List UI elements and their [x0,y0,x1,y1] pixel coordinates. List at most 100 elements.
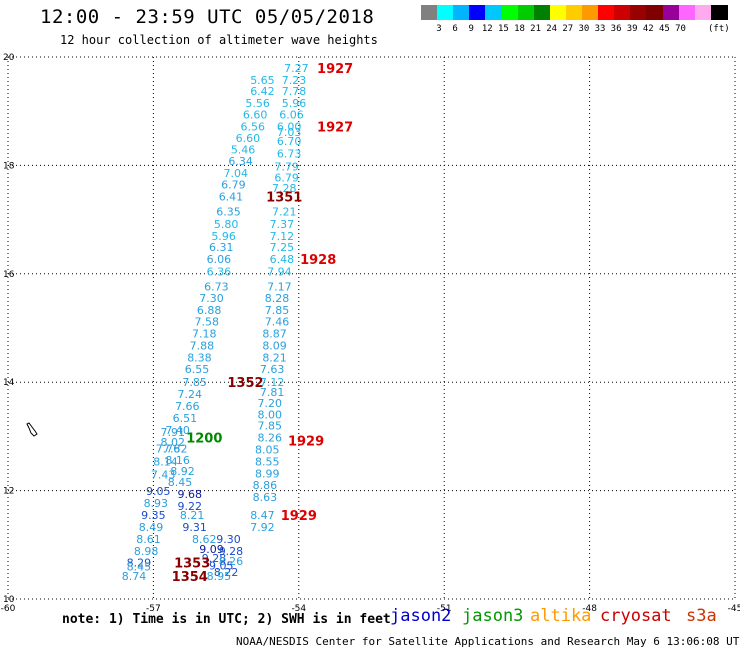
wave-height-value: 7.04 [224,167,249,180]
legend-swatch [453,5,471,20]
lon-tick-label: -51 [437,604,452,614]
legend-tick-label: 15 [497,24,509,34]
wave-height-value: 7.85 [182,376,207,389]
legend-tick-label: 21 [530,24,542,34]
wave-height-value: 8.47 [250,509,275,522]
wave-height-value: 8.61 [136,533,161,546]
wave-height-value: 7.58 [194,315,219,328]
wave-height-value: 6.79 [274,171,299,184]
legend-tick-label: 27 [562,24,574,34]
wave-height-value: 8.21 [180,509,205,522]
legend-swatch [710,5,728,20]
credit-line: NOAA/NESDIS Center for Satellite Applica… [236,635,740,648]
pass-time-label: 1351 [266,190,302,205]
chart-subtitle: 12 hour collection of altimeter wave hei… [60,33,378,47]
wave-height-value: 9.28 [219,545,244,558]
legend-swatch [421,5,438,20]
legend-jason3: jason3 [462,606,524,626]
wave-height-value: 6.35 [216,205,241,218]
wave-height-value: 8.14 [153,455,178,468]
wave-height-value: 6.06 [207,253,232,266]
legend-swatch [549,5,567,20]
axis-tick-labels: -60 -57 -54 -51 -48 -45 10 12 14 16 18 20 [1,53,740,614]
wave-height-value: 6.36 [207,266,232,279]
wave-height-value: 8.09 [262,339,287,352]
wave-height-value: 8.93 [144,497,169,510]
wave-height-value: 7.21 [272,205,297,218]
legend-tick-label: 33 [594,24,606,34]
pass-time-label: 1353 [174,557,210,572]
wave-height-value: 8.45 [127,560,152,573]
wave-height-value: 6.51 [173,412,198,425]
wave-height-value: 6.70 [277,135,302,148]
pass-time-label: 1928 [300,253,336,268]
legend-tick-label: 70 [675,24,686,34]
legend-swatch [646,5,664,20]
wave-height-value: 7.12 [270,230,295,243]
legend-swatch [598,5,616,20]
lon-tick-label: -45 [728,604,740,614]
wave-height-value: 7.18 [192,327,217,340]
wave-height-value: 6.79 [221,178,246,191]
footnote: note: 1) Time is in UTC; 2) SWH is in fe… [62,612,391,627]
wave-height-value: 9.35 [141,509,166,522]
wave-height-value: 8.74 [122,570,147,583]
wave-height-value: 8.38 [187,351,212,364]
pass-time-label: 1929 [288,435,324,450]
legend-tick-label: 30 [578,24,590,34]
pass-time-label: 1354 [172,570,208,585]
wave-height-value: 7.94 [267,266,292,279]
wave-height-value: 7.30 [199,292,224,305]
wave-height-value: 8.92 [170,465,195,478]
legend-swatch [437,5,455,20]
wave-height-value: 7.76 [156,442,181,455]
pass-time-label: 1927 [317,120,353,135]
wave-height-value: 6.55 [185,363,210,376]
wave-height-value: 9.22 [178,500,203,513]
wave-height-value: 7.91 [161,426,186,439]
legend-tick-label: 18 [514,24,525,34]
lon-tick-label: -48 [582,604,597,614]
wave-height-value: 8.45 [168,476,193,489]
wave-height-value: 6.56 [241,120,266,133]
legend-s3a: s3a [686,606,717,626]
lon-tick-label: -60 [1,604,16,614]
wave-height-value: 8.26 [257,431,282,444]
wave-height-value: 7.40 [165,424,190,437]
wave-height-value: 6.60 [243,108,268,121]
legend-swatch [678,5,696,20]
lat-tick-label: 18 [3,161,15,171]
wave-height-value: 5.56 [245,97,270,110]
wave-height-value: 9.09 [199,543,224,556]
wave-height-value: 8.62 [192,533,217,546]
wave-height-value: 9.30 [216,533,241,546]
wave-height-value: 8.49 [139,521,164,534]
lon-tick-label: -54 [291,604,306,614]
wave-height-value: 6.41 [219,190,244,203]
wave-height-value: 8.16 [165,454,190,467]
legend-swatch [485,5,503,20]
wave-height-value: 7.78 [282,85,307,98]
wave-height-value: 8.26 [219,555,244,568]
pass-time-label: 1929 [281,509,317,524]
wave-height-value: 7.79 [274,160,299,173]
wave-height-value: 7.43 [151,468,176,481]
legend-tick-label: 24 [546,24,558,34]
legend-tick-label: 9 [468,24,474,34]
lat-tick-label: 12 [3,487,14,497]
legend-tick-label: 12 [481,24,493,34]
wave-height-value: 7.12 [260,376,285,389]
wave-height-value: 6.48 [270,253,295,266]
wave-height-value: 9.31 [182,521,207,534]
wave-height-value: 6.88 [197,304,222,317]
wave-height-value: 7.37 [270,218,295,231]
wave-height-value: 7.25 [270,241,295,254]
wave-height-value: 7.81 [260,386,285,399]
wave-height-value: 8.28 [265,292,290,305]
wave-height-value: 8.95 [207,570,232,583]
wave-height-value: 7.82 [163,442,188,455]
wave-height-value: 6.73 [204,280,229,293]
wave-height-value: 9.05 [209,559,234,572]
legend-jason2: jason2 [390,606,452,626]
